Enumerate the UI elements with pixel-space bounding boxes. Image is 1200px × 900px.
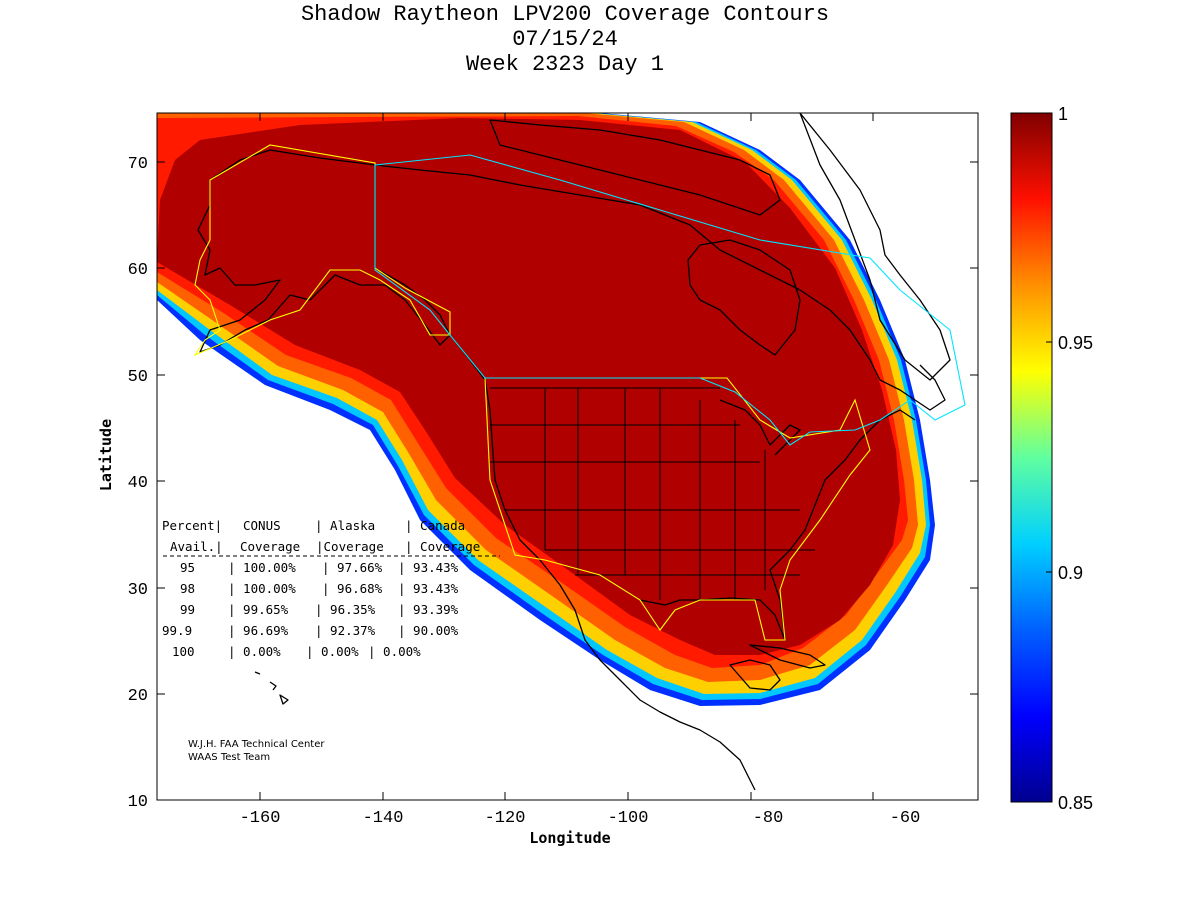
map-week-day: Week 2323 Day 1 xyxy=(465,52,665,77)
coverage-contours xyxy=(157,113,935,706)
colorbar-tick-label: 0.9 xyxy=(1058,563,1083,583)
table-cell: | 92.37% xyxy=(315,623,376,638)
yucatan xyxy=(729,659,781,691)
table-header-percent: Percent| xyxy=(162,518,222,533)
table-cell: 95 xyxy=(180,560,195,575)
table-cell: 98 xyxy=(180,581,195,596)
colorbar-tick-label: 0.85 xyxy=(1058,793,1093,813)
table-cell: | 100.00% xyxy=(228,560,296,575)
table-cell: | 0.00% xyxy=(228,644,281,659)
hawaii-1 xyxy=(254,671,261,675)
y-tick-label: 50 xyxy=(128,368,148,387)
table-cell: 99 xyxy=(180,602,195,617)
tick-marks xyxy=(157,113,978,801)
x-tick-label: -160 xyxy=(240,809,281,828)
table-cell: | 93.39% xyxy=(398,602,459,617)
canada-arctic-coast xyxy=(374,164,831,311)
colorbar-tick-label: 0.95 xyxy=(1058,333,1093,353)
cuba xyxy=(749,644,826,669)
colorbar-tick-marks xyxy=(1046,112,1052,803)
colorbar-tick-label: 1 xyxy=(1058,104,1068,124)
table-header-alaska: | Alaska xyxy=(315,518,375,533)
x-tick-label: -140 xyxy=(363,809,404,828)
x-tick-label: -100 xyxy=(608,809,649,828)
table-cell: | 90.00% xyxy=(398,623,459,638)
greenland xyxy=(799,112,951,381)
y-tick-label: 60 xyxy=(128,261,148,280)
service-boundaries xyxy=(193,144,966,641)
great-lakes xyxy=(719,399,801,456)
y-axis-label: Latitude xyxy=(97,419,115,491)
y-tick-labels: 10 20 30 40 50 60 70 xyxy=(128,155,148,812)
canada-service-boundary xyxy=(374,154,966,446)
table-cell: | 93.43% xyxy=(398,560,459,575)
arctic-islands xyxy=(489,119,781,216)
map-date: 07/15/24 xyxy=(512,27,618,52)
hudson-bay xyxy=(687,239,801,356)
conus-service-boundary xyxy=(484,377,871,641)
colorbar-tick-labels: 1 0.95 0.9 0.85 xyxy=(1058,104,1093,813)
table-cell: | 93.43% xyxy=(398,581,459,596)
table-cell: | 96.69% xyxy=(228,623,289,638)
table-cell: 100 xyxy=(172,644,195,659)
y-tick-label: 40 xyxy=(128,474,148,493)
table-cell: 99.9 xyxy=(162,623,192,638)
table-cell: | 97.66% xyxy=(322,560,383,575)
table-subheader-canada: | Coverage xyxy=(405,539,480,554)
x-tick-label: -60 xyxy=(890,809,921,828)
x-tick-label: -120 xyxy=(485,809,526,828)
y-tick-label: 10 xyxy=(128,793,148,812)
us-state-lines xyxy=(490,387,815,600)
table-cell: | 0.00% xyxy=(306,644,359,659)
y-tick-label: 70 xyxy=(128,155,148,174)
table-cell: | 96.35% xyxy=(315,602,376,617)
y-tick-label: 20 xyxy=(128,687,148,706)
table-cell: | 0.00% xyxy=(368,644,421,659)
map-title: Shadow Raytheon LPV200 Coverage Contours xyxy=(300,2,830,27)
alaska-service-boundary xyxy=(193,144,451,357)
table-subheader-avail: Avail.| xyxy=(170,539,223,554)
contour-band-full xyxy=(157,118,900,655)
hawaii-3 xyxy=(279,694,289,705)
table-header-canada: | Canada xyxy=(405,518,465,533)
credit-team: WAAS Test Team xyxy=(188,752,270,763)
colorbar xyxy=(1010,112,1053,803)
table-header-conus: CONUS xyxy=(243,518,281,533)
east-canada-coast xyxy=(829,309,946,411)
table-subheader-alaska: |Coverage xyxy=(316,539,384,554)
y-tick-label: 30 xyxy=(128,581,148,600)
table-subheader-conus: Coverage xyxy=(240,539,300,554)
x-tick-labels: -160 -140 -120 -100 -80 -60 xyxy=(240,809,921,828)
coastlines xyxy=(197,112,951,791)
credit-organization: W.J.H. FAA Technical Center xyxy=(188,739,325,750)
table-cell: | 100.00% xyxy=(228,581,296,596)
plot-frame xyxy=(156,112,979,801)
west-coast xyxy=(449,334,756,791)
table-cell: | 96.68% xyxy=(322,581,383,596)
x-axis-label: Longitude xyxy=(529,829,610,847)
coverage-table: Percent| CONUS | Alaska | Canada Avail.|… xyxy=(162,518,500,659)
alaska-coast xyxy=(197,149,451,353)
x-tick-label: -80 xyxy=(753,809,784,828)
table-cell: | 99.65% xyxy=(228,602,289,617)
hawaii-2 xyxy=(269,681,277,691)
